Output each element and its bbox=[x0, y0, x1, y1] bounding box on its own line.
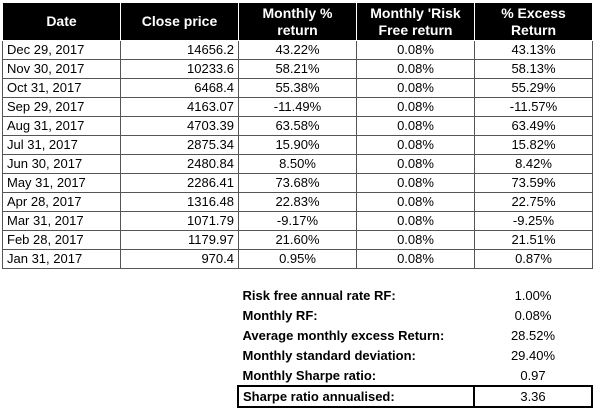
table-row: May 31, 2017 2286.41 73.68% 0.08% 73.59% bbox=[2, 173, 593, 193]
excess-return-cell: 22.75% bbox=[474, 192, 593, 212]
summary-label: Risk free annual rate RF: bbox=[242, 288, 396, 303]
date-cell: Apr 28, 2017 bbox=[2, 192, 121, 212]
monthly-return-cell: 55.38% bbox=[238, 78, 357, 98]
close-price-cell: 4703.39 bbox=[120, 116, 239, 136]
risk-free-return-cell: 0.08% bbox=[356, 249, 475, 269]
close-price-cell: 970.4 bbox=[120, 249, 239, 269]
risk-free-return-cell: 0.08% bbox=[356, 78, 475, 98]
table-row: Jan 31, 2017 970.4 0.95% 0.08% 0.87% bbox=[2, 249, 593, 269]
excess-return-cell: 8.42% bbox=[474, 154, 593, 174]
monthly-return-cell: 43.22% bbox=[238, 40, 357, 60]
excess-return-cell: 55.29% bbox=[474, 78, 593, 98]
close-price-cell: 2480.84 bbox=[120, 154, 239, 174]
monthly-return-cell: 73.68% bbox=[238, 173, 357, 193]
date-cell: Sep 29, 2017 bbox=[2, 97, 121, 117]
monthly-return-cell: 21.60% bbox=[238, 230, 357, 250]
close-price-cell: 2286.41 bbox=[120, 173, 239, 193]
risk-free-return-cell: 0.08% bbox=[356, 97, 475, 117]
table-row: Oct 31, 2017 6468.4 55.38% 0.08% 55.29% bbox=[2, 78, 593, 98]
excess-return-cell: 73.59% bbox=[474, 173, 593, 193]
date-cell: Jul 31, 2017 bbox=[2, 135, 121, 155]
risk-free-return-cell: 0.08% bbox=[356, 173, 475, 193]
summary-value: 29.40% bbox=[510, 348, 556, 363]
excess-return-cell: -11.57% bbox=[474, 97, 593, 117]
header-row: Date Close price Monthly % return Monthl… bbox=[2, 2, 593, 41]
monthly-return-cell: -9.17% bbox=[238, 211, 357, 231]
excess-return-cell: 15.82% bbox=[474, 135, 593, 155]
summary-value: 1.00% bbox=[514, 288, 552, 303]
close-price-cell: 10233.6 bbox=[120, 59, 239, 79]
date-cell: Feb 28, 2017 bbox=[2, 230, 121, 250]
header-monthly-return: Monthly % return bbox=[238, 2, 357, 41]
close-price-cell: 6468.4 bbox=[120, 78, 239, 98]
table-row: Jun 30, 2017 2480.84 8.50% 0.08% 8.42% bbox=[2, 154, 593, 174]
close-price-cell: 1316.48 bbox=[120, 192, 239, 212]
close-price-cell: 1071.79 bbox=[120, 211, 239, 231]
table-row: Mar 31, 2017 1071.79 -9.17% 0.08% -9.25% bbox=[2, 211, 593, 231]
risk-free-return-cell: 0.08% bbox=[356, 230, 475, 250]
summary-label: Monthly RF: bbox=[242, 308, 318, 323]
date-cell: Mar 31, 2017 bbox=[2, 211, 121, 231]
table-row: Jul 31, 2017 2875.34 15.90% 0.08% 15.82% bbox=[2, 135, 593, 155]
date-cell: Dec 29, 2017 bbox=[2, 40, 121, 60]
table-row: Dec 29, 2017 14656.2 43.22% 0.08% 43.13% bbox=[2, 40, 593, 60]
close-price-cell: 1179.97 bbox=[120, 230, 239, 250]
table-row: Apr 28, 2017 1316.48 22.83% 0.08% 22.75% bbox=[2, 192, 593, 212]
summary-value: 28.52% bbox=[510, 328, 556, 343]
table-row: Nov 30, 2017 10233.6 58.21% 0.08% 58.13% bbox=[2, 59, 593, 79]
excess-return-cell: 43.13% bbox=[474, 40, 593, 60]
date-cell: Jun 30, 2017 bbox=[2, 154, 121, 174]
summary-row: Average monthly excess Return: 28.52% bbox=[238, 326, 592, 346]
date-cell: Jan 31, 2017 bbox=[2, 249, 121, 269]
monthly-return-cell: 22.83% bbox=[238, 192, 357, 212]
monthly-return-cell: 58.21% bbox=[238, 59, 357, 79]
risk-free-return-cell: 0.08% bbox=[356, 116, 475, 136]
returns-table: Date Close price Monthly % return Monthl… bbox=[2, 2, 593, 269]
date-cell: Nov 30, 2017 bbox=[2, 59, 121, 79]
excess-return-cell: 21.51% bbox=[474, 230, 593, 250]
monthly-return-cell: 8.50% bbox=[238, 154, 357, 174]
excess-return-cell: 58.13% bbox=[474, 59, 593, 79]
summary-label: Average monthly excess Return: bbox=[242, 328, 445, 343]
header-excess-return: % Excess Return bbox=[474, 2, 593, 41]
date-cell: Aug 31, 2017 bbox=[2, 116, 121, 136]
risk-free-return-cell: 0.08% bbox=[356, 59, 475, 79]
summary-value: 0.97 bbox=[520, 368, 546, 383]
risk-free-return-cell: 0.08% bbox=[356, 154, 475, 174]
risk-free-return-cell: 0.08% bbox=[356, 211, 475, 231]
summary-row: Monthly Sharpe ratio: 0.97 bbox=[238, 366, 592, 387]
date-cell: Oct 31, 2017 bbox=[2, 78, 121, 98]
table-row: Feb 28, 2017 1179.97 21.60% 0.08% 21.51% bbox=[2, 230, 593, 250]
excess-return-cell: 0.87% bbox=[474, 249, 593, 269]
summary-label: Sharpe ratio annualised: bbox=[237, 385, 475, 408]
summary-row: Sharpe ratio annualised: 3.36 bbox=[237, 385, 593, 408]
header-close-price: Close price bbox=[120, 2, 239, 41]
date-cell: May 31, 2017 bbox=[2, 173, 121, 193]
monthly-return-cell: -11.49% bbox=[238, 97, 357, 117]
monthly-return-cell: 0.95% bbox=[238, 249, 357, 269]
summary-row: Risk free annual rate RF: 1.00% bbox=[238, 286, 592, 306]
header-date: Date bbox=[2, 2, 121, 41]
close-price-cell: 4163.07 bbox=[120, 97, 239, 117]
monthly-return-cell: 63.58% bbox=[238, 116, 357, 136]
risk-free-return-cell: 0.08% bbox=[356, 40, 475, 60]
summary-row: Monthly RF: 0.08% bbox=[238, 306, 592, 326]
summary-label: Monthly standard deviation: bbox=[242, 348, 416, 363]
monthly-return-cell: 15.90% bbox=[238, 135, 357, 155]
summary-value: 3.36 bbox=[473, 385, 593, 408]
table-row: Sep 29, 2017 4163.07 -11.49% 0.08% -11.57% bbox=[2, 97, 593, 117]
risk-free-return-cell: 0.08% bbox=[356, 192, 475, 212]
header-risk-free-return: Monthly 'Risk Free return bbox=[356, 2, 475, 41]
summary-row: Monthly standard deviation: 29.40% bbox=[238, 346, 592, 366]
table-row: Aug 31, 2017 4703.39 63.58% 0.08% 63.49% bbox=[2, 116, 593, 136]
summary-table: Risk free annual rate RF: 1.00% Monthly RF… bbox=[237, 285, 593, 408]
close-price-cell: 2875.34 bbox=[120, 135, 239, 155]
risk-free-return-cell: 0.08% bbox=[356, 135, 475, 155]
excess-return-cell: 63.49% bbox=[474, 116, 593, 136]
summary-label: Monthly Sharpe ratio: bbox=[242, 368, 377, 383]
close-price-cell: 14656.2 bbox=[120, 40, 239, 60]
summary-value: 0.08% bbox=[514, 308, 552, 323]
excess-return-cell: -9.25% bbox=[474, 211, 593, 231]
